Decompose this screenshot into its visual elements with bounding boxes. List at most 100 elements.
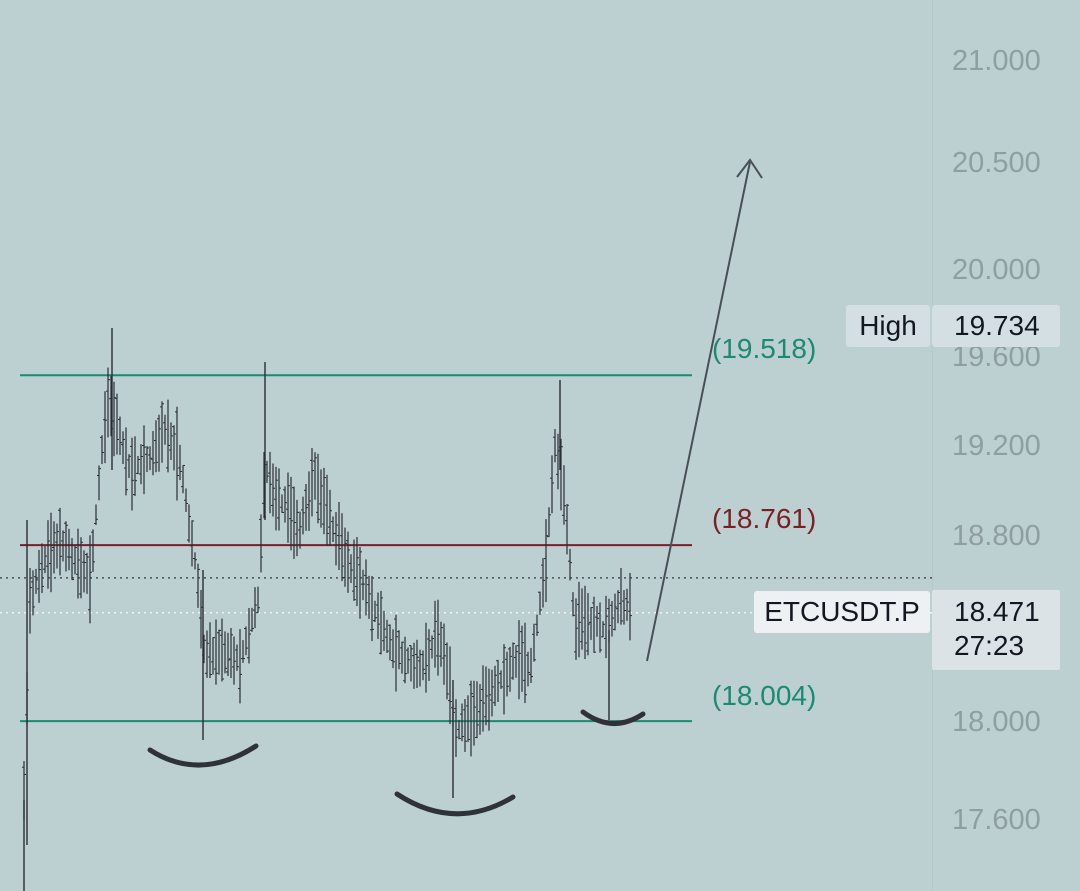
ohlc-bar	[118, 416, 122, 456]
drawings	[147, 158, 763, 817]
ohlc-bar	[520, 625, 524, 692]
support-arc-2	[394, 791, 516, 817]
ohlc-bar	[73, 545, 77, 575]
ohlc-bar	[346, 531, 350, 593]
ohlc-bar	[418, 649, 422, 687]
ohlc-bar	[385, 619, 389, 653]
ohlc-bar	[472, 680, 476, 746]
ohlc-bar	[583, 585, 587, 660]
ohlc-bar	[259, 514, 263, 573]
ohlc-bar	[463, 698, 467, 752]
ohlc-bar	[532, 623, 536, 662]
ohlc-bar	[193, 552, 197, 570]
ohlc-bar	[304, 483, 308, 531]
ohlc-bar	[223, 631, 227, 674]
ohlc-bar	[277, 468, 281, 531]
ohlc-bar	[604, 595, 608, 659]
ohlc-bar	[94, 504, 98, 525]
ohlc-bar	[337, 502, 341, 570]
ohlc-bar	[424, 622, 428, 693]
ohlc-bar	[361, 569, 365, 601]
ohlc-bar	[388, 624, 392, 661]
ohlc-bar	[625, 588, 629, 621]
ohlc-bar	[280, 494, 284, 513]
ohlc-bar	[457, 719, 461, 740]
ohlc-bar	[589, 607, 593, 640]
ohlc-bar	[448, 646, 452, 725]
ohlc-bar	[154, 420, 158, 473]
ohlc-bar	[295, 499, 299, 557]
high-label-tag: High	[846, 305, 930, 347]
ohlc-bar	[541, 558, 545, 608]
ohlc-bar	[232, 636, 236, 685]
ohlc-bar	[364, 559, 368, 616]
ohlc-bar	[352, 539, 356, 601]
ohlc-bar	[310, 448, 314, 517]
projection-arrow-head	[736, 158, 763, 179]
ohlc-bar	[226, 632, 230, 677]
ohlc-bar	[157, 414, 161, 472]
price-tick-label: 19.200	[952, 430, 1041, 462]
level-label-top: (19.518)	[712, 333, 817, 364]
ohlc-bar	[436, 599, 440, 676]
ohlc-bar	[217, 629, 221, 675]
ohlc-bar	[484, 666, 488, 726]
ohlc-bar	[505, 651, 509, 697]
ohlc-bar	[106, 367, 110, 438]
ohlc-bar	[115, 393, 119, 455]
ohlc-bar	[211, 637, 215, 675]
ohlc-bar	[397, 630, 401, 670]
ohlc-bar	[205, 630, 209, 678]
ohlc-bar	[235, 644, 239, 671]
support-arc-3	[580, 709, 646, 726]
ohlc-bar	[544, 519, 548, 603]
ohlc-bar	[601, 621, 605, 638]
ohlc-bar	[313, 452, 317, 500]
ohlc-bar	[46, 520, 50, 589]
ohlc-bar	[322, 467, 326, 535]
ohlc-bar	[52, 521, 56, 574]
ohlc-bar	[400, 641, 404, 674]
ohlc-bar	[340, 513, 344, 582]
ohlc-bar	[343, 527, 347, 587]
ohlc-bar	[553, 429, 557, 463]
ohlc-bar	[250, 607, 254, 632]
ohlc-bar	[571, 592, 575, 617]
ohlc-bar	[121, 431, 125, 465]
ohlc-bar	[214, 619, 218, 685]
ohlc-bar	[430, 635, 434, 659]
ohlc-bar	[172, 425, 176, 471]
ohlc-bar	[475, 681, 479, 739]
ohlc-bar	[37, 549, 41, 603]
ohlc-bar	[238, 629, 242, 704]
ohlc-bar	[499, 670, 503, 689]
ohlc-bar	[268, 451, 272, 514]
ohlc-bar	[256, 586, 260, 614]
ohlc-bar	[421, 650, 425, 681]
ohlc-bar	[415, 639, 419, 688]
last-price-box: 18.471 27:23	[932, 590, 1060, 670]
ohlc-bar	[220, 618, 224, 682]
ohlc-bar	[316, 453, 320, 524]
ohlc-bar	[547, 507, 551, 538]
ohlc-bar	[511, 642, 515, 680]
ohlc-bar	[496, 659, 500, 703]
ohlc-bar	[289, 476, 293, 551]
ohlc-bar	[616, 590, 620, 624]
ohlc-bar	[79, 537, 83, 599]
price-axis-separator	[932, 0, 933, 891]
ohlc-bar	[163, 414, 167, 445]
ohlc-bar	[136, 455, 140, 475]
ohlc-bar	[85, 552, 89, 594]
ohlc-bar	[145, 446, 149, 473]
ohlc-bar	[382, 610, 386, 651]
ohlc-bar	[427, 629, 431, 681]
bar-countdown: 27:23	[954, 630, 1025, 661]
ohlc-bar	[481, 665, 485, 732]
ohlc-bar	[517, 620, 521, 700]
ohlc-bar	[613, 593, 617, 631]
ohlc-bar	[622, 590, 626, 625]
ohlc-bar	[97, 465, 101, 501]
ohlc-bar	[64, 521, 68, 572]
